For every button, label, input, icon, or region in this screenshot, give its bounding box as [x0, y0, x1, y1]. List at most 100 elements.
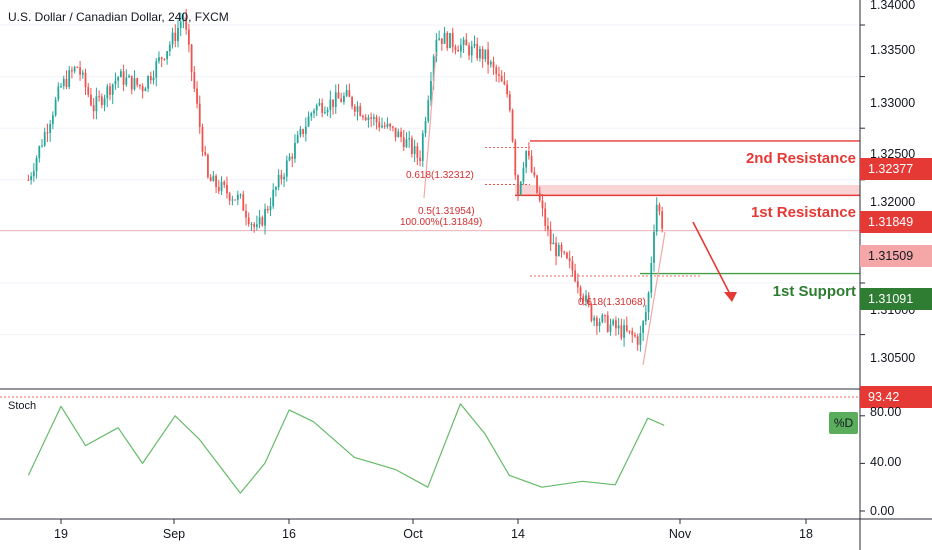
second-resistance-price-tag: 1.32377: [860, 158, 932, 180]
candle-body: [49, 124, 52, 133]
candle-body: [166, 51, 169, 60]
candle-body: [411, 138, 413, 154]
candle-body: [228, 193, 231, 201]
candle-body: [215, 175, 217, 187]
candle-body: [498, 74, 500, 76]
fib-label: 0.618(1.32312): [406, 170, 474, 181]
candle-body: [595, 317, 598, 327]
candle-body: [489, 61, 492, 65]
candle-body: [65, 78, 68, 87]
candle-body: [574, 270, 577, 282]
candle-body: [323, 112, 326, 114]
candle-body: [601, 315, 604, 322]
candle-body: [547, 225, 549, 230]
candle-body: [634, 334, 636, 337]
stoch-value-tag: 93.42: [860, 386, 932, 408]
candle-body: [593, 317, 596, 321]
candle-body: [234, 199, 237, 201]
candle-body: [348, 90, 351, 97]
candle-body: [653, 231, 655, 264]
candle-body: [353, 106, 356, 112]
candle-body: [343, 95, 345, 102]
candle-body: [147, 76, 149, 89]
candle-body: [647, 292, 650, 313]
candle-body: [280, 174, 283, 180]
candle-body: [231, 199, 234, 201]
candle-body: [141, 86, 144, 92]
level-lines: [0, 140, 860, 277]
candle-body: [220, 181, 223, 192]
candle-body: [277, 174, 280, 188]
candle-body: [109, 86, 111, 95]
candle-body: [117, 77, 120, 81]
candle-body: [536, 175, 538, 193]
candle-body: [111, 84, 114, 95]
candle-body: [87, 87, 90, 95]
candle-body: [236, 194, 239, 200]
candle-body: [345, 90, 348, 96]
candle-body: [381, 125, 383, 128]
candle-body: [405, 139, 408, 148]
candle-body: [275, 187, 277, 190]
candle-body: [590, 304, 593, 321]
candle-body: [179, 21, 182, 28]
candle-body: [620, 325, 623, 338]
candle-body: [163, 58, 166, 60]
candlestick-series[interactable]: [27, 8, 664, 352]
candle-body: [177, 27, 179, 42]
candle-body: [525, 150, 528, 168]
candle-body: [27, 179, 30, 181]
candle-body: [372, 117, 375, 119]
fib-label: 0.618(1.31068): [578, 297, 646, 308]
price-tick-label: 1.33000: [870, 96, 916, 110]
candle-body: [402, 137, 405, 148]
candle-body: [60, 86, 62, 88]
fib-swing-line: [642, 231, 666, 366]
candle-body: [625, 325, 628, 331]
candle-body: [71, 70, 73, 72]
candle-body: [294, 142, 296, 159]
candle-body: [612, 320, 615, 325]
candle-body: [598, 321, 601, 327]
candle-body: [465, 39, 468, 46]
candle-body: [487, 49, 489, 65]
candle-body: [359, 106, 362, 116]
candle-body: [106, 86, 109, 99]
time-tick-label: 14: [511, 527, 525, 541]
candle-body: [168, 44, 171, 52]
candle-body: [92, 105, 95, 112]
candle-body: [541, 200, 544, 209]
candle-body: [269, 206, 272, 211]
time-tick-label: Nov: [668, 527, 692, 541]
candle-body: [367, 117, 370, 121]
candle-body: [424, 120, 427, 134]
candle-body: [340, 98, 343, 102]
candle-body: [258, 217, 261, 225]
candle-body: [459, 44, 462, 52]
candle-body: [76, 67, 79, 69]
candle-body: [35, 158, 38, 172]
candle-body: [182, 17, 185, 22]
first-resistance-zone: [515, 184, 860, 196]
candle-body: [356, 106, 359, 112]
candle-body: [139, 84, 141, 87]
drawing-overlay: [423, 51, 737, 366]
stoch-d-badge: %D: [829, 412, 858, 434]
candle-body: [544, 208, 547, 226]
arrow-head-icon: [724, 292, 737, 302]
candle-body: [226, 184, 228, 194]
candle-body: [362, 115, 364, 118]
candle-body: [606, 315, 609, 332]
stoch-label: Stoch: [8, 400, 37, 412]
candle-body: [136, 78, 139, 85]
candle-body: [364, 117, 367, 121]
current-price-tag: 1.31509: [860, 245, 932, 267]
candle-body: [397, 131, 400, 138]
candle-body: [470, 46, 473, 56]
stoch-d-line: [27, 403, 665, 494]
time-tick-label: Sep: [162, 527, 186, 541]
candle-body: [313, 110, 315, 114]
candle-body: [636, 336, 639, 345]
candle-body: [451, 33, 454, 47]
candle-body: [628, 330, 631, 332]
